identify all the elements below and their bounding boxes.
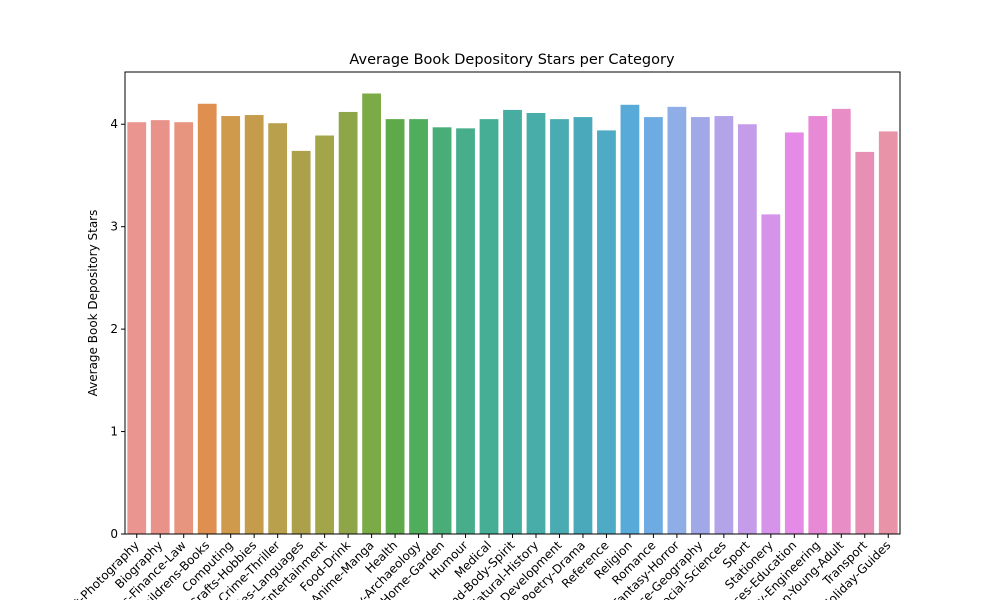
bar — [714, 116, 734, 535]
plot-frame — [124, 71, 901, 535]
bar — [456, 128, 475, 534]
bar — [432, 127, 452, 534]
y-tick-label: 2 — [110, 322, 118, 336]
bar — [644, 117, 663, 534]
bar — [620, 104, 640, 534]
bar — [315, 135, 335, 534]
bar — [479, 119, 499, 534]
bar — [597, 130, 616, 534]
bar — [503, 109, 522, 534]
bar — [291, 150, 311, 534]
y-tick-label: 4 — [110, 117, 118, 131]
bar — [268, 123, 288, 534]
bar — [831, 108, 851, 534]
y-tick-label: 3 — [110, 220, 118, 234]
bar — [526, 112, 546, 534]
bar — [244, 115, 264, 535]
bar — [127, 122, 147, 534]
bar — [737, 124, 757, 535]
bar — [409, 119, 428, 534]
bar — [385, 119, 405, 534]
bar — [855, 151, 875, 534]
chart-title: Average Book Depository Stars per Catego… — [349, 52, 675, 68]
y-tick-label: 1 — [110, 425, 118, 439]
bar — [550, 119, 569, 534]
bar — [174, 122, 194, 534]
bar — [690, 117, 710, 534]
bar — [362, 93, 381, 534]
bar — [338, 111, 358, 534]
bar — [150, 120, 170, 535]
bar — [221, 116, 241, 535]
y-axis-label: Average Book Depository Stars — [86, 210, 100, 397]
bar — [197, 103, 217, 534]
bar — [761, 214, 781, 534]
bar — [573, 117, 593, 534]
y-tick-label: 0 — [110, 527, 118, 541]
bar — [808, 116, 828, 535]
bar — [667, 106, 687, 534]
bar — [878, 131, 898, 535]
bar — [784, 132, 804, 534]
